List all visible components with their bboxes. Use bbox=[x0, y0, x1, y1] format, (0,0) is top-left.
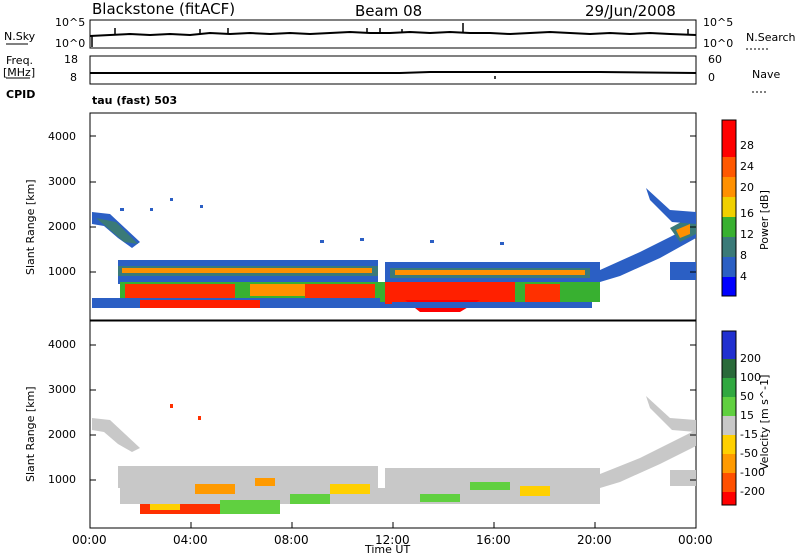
velocity-ytick-3000: 3000 bbox=[48, 383, 76, 396]
nsky-spikes bbox=[91, 23, 689, 47]
velocity-cbar-0 bbox=[722, 331, 736, 359]
power-cbar-tick-20: 20 bbox=[740, 181, 754, 194]
power-cbar-label: Power [dB] bbox=[758, 190, 771, 250]
velocity-cbar-1 bbox=[722, 359, 736, 378]
nsearch-tick-low: 10^0 bbox=[703, 37, 734, 50]
cpid-value: tau (fast) 503 bbox=[92, 94, 178, 107]
velocity-ytick-4000: 4000 bbox=[48, 338, 76, 351]
xtick-4: 16:00 bbox=[476, 533, 511, 547]
velocity-cbar-5 bbox=[722, 435, 736, 454]
date-label: 29/Jun/2008 bbox=[585, 2, 676, 20]
freq-tick-low: 8 bbox=[70, 71, 77, 84]
nave-label: Nave bbox=[752, 68, 781, 81]
velocity-cbar-label: Velocity [m s^-1] bbox=[758, 374, 771, 470]
y-ticks bbox=[90, 135, 696, 481]
chart-title: Blackstone (fitACF) bbox=[92, 0, 236, 18]
freq-label: Freq. bbox=[6, 54, 34, 67]
power-cbar-0 bbox=[722, 277, 736, 296]
velocity-cbar-tick-m15: -15 bbox=[740, 428, 758, 441]
velocity-data bbox=[92, 396, 696, 514]
velocity-cbar-tick-m200: -200 bbox=[740, 485, 765, 498]
beam-label: Beam 08 bbox=[355, 2, 423, 20]
power-cbar-tick-24: 24 bbox=[740, 160, 754, 173]
power-colorbar bbox=[722, 120, 736, 296]
velocity-cbar-tick-50: 50 bbox=[740, 390, 754, 403]
nsky-label: N.Sky bbox=[4, 30, 36, 43]
power-cbar-tick-12: 12 bbox=[740, 228, 754, 241]
xtick-0: 00:00 bbox=[72, 533, 107, 547]
velocity-ytick-2000: 2000 bbox=[48, 428, 76, 441]
nsky-trace bbox=[89, 30, 697, 37]
velocity-cbar-8 bbox=[722, 492, 736, 505]
power-cbar-5 bbox=[722, 177, 736, 197]
nave-tick-low: 0 bbox=[708, 71, 715, 84]
nsearch-tick-high: 10^5 bbox=[703, 16, 734, 29]
xtick-5: 20:00 bbox=[577, 533, 612, 547]
velocity-ylabel: Slant Range [km] bbox=[24, 386, 37, 482]
freq-unit: [MHz] bbox=[3, 66, 36, 79]
power-data bbox=[92, 188, 696, 312]
power-cbar-tick-4: 4 bbox=[740, 270, 747, 283]
power-cbar-tick-28: 28 bbox=[740, 139, 754, 152]
power-cbar-6 bbox=[722, 157, 736, 177]
power-cbar-tick-16: 16 bbox=[740, 207, 754, 220]
power-cbar-1 bbox=[722, 257, 736, 277]
cpid-label: CPID bbox=[6, 88, 36, 101]
power-ylabel: Slant Range [km] bbox=[24, 179, 37, 275]
power-ytick-3000: 3000 bbox=[48, 175, 76, 188]
xtick-1: 04:00 bbox=[173, 533, 208, 547]
xtick-2: 08:00 bbox=[274, 533, 309, 547]
xtick-3: 12:00 bbox=[375, 533, 410, 547]
velocity-cbar-6 bbox=[722, 454, 736, 473]
velocity-ytick-1000: 1000 bbox=[48, 473, 76, 486]
nsky-tick-low: 10^0 bbox=[55, 37, 86, 50]
velocity-cbar-tick-100: 100 bbox=[740, 371, 761, 384]
velocity-cbar-tick-m100: -100 bbox=[740, 466, 765, 479]
freq-panel bbox=[89, 55, 697, 85]
power-cbar-3 bbox=[722, 217, 736, 237]
nsky-tick-high: 10^5 bbox=[55, 16, 86, 29]
freq-trace bbox=[90, 71, 697, 74]
power-cbar-7 bbox=[722, 120, 736, 157]
velocity-cbar-tick-15: 15 bbox=[740, 409, 754, 422]
velocity-cbar-tick-m50: -50 bbox=[740, 447, 758, 460]
x-axis-label: Time UT bbox=[365, 543, 411, 556]
power-cbar-2 bbox=[722, 237, 736, 257]
velocity-cbar-tick-200: 200 bbox=[740, 352, 761, 365]
freq-tick-high: 18 bbox=[64, 53, 78, 66]
nsearch-label: N.Search bbox=[746, 31, 796, 44]
velocity-cbar-3 bbox=[722, 397, 736, 416]
velocity-cbar-7 bbox=[722, 473, 736, 492]
power-ytick-4000: 4000 bbox=[48, 130, 76, 143]
velocity-cbar-4 bbox=[722, 416, 736, 435]
power-cbar-tick-8: 8 bbox=[740, 249, 747, 262]
velocity-cbar-2 bbox=[722, 378, 736, 397]
power-ytick-1000: 1000 bbox=[48, 265, 76, 278]
power-cbar-4 bbox=[722, 197, 736, 217]
xtick-6: 00:00 bbox=[678, 533, 713, 547]
power-ytick-2000: 2000 bbox=[48, 220, 76, 233]
x-ticks bbox=[89, 522, 697, 528]
velocity-colorbar bbox=[722, 331, 736, 505]
nave-tick-high: 60 bbox=[708, 53, 722, 66]
